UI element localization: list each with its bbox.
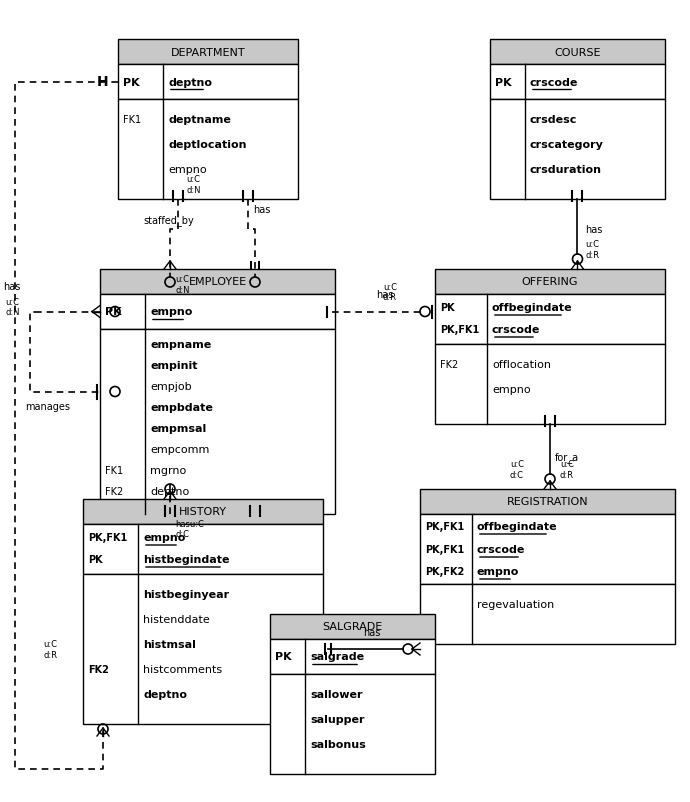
Text: u:C
d:N: u:C d:N (186, 175, 201, 194)
Text: hasu:C
d:C: hasu:C d:C (175, 520, 204, 539)
Text: histenddate: histenddate (143, 614, 210, 624)
Bar (118, 100, 298, 200)
Text: PK: PK (495, 78, 511, 87)
Text: empname: empname (150, 339, 211, 350)
Text: histbeginyear: histbeginyear (143, 589, 229, 599)
Text: FK2: FK2 (88, 664, 109, 674)
Text: PK: PK (123, 78, 139, 87)
Text: empno: empno (492, 384, 531, 395)
Text: salbonus: salbonus (310, 739, 366, 749)
Text: staffed_by: staffed_by (143, 215, 194, 225)
Text: empjob: empjob (150, 382, 192, 391)
Text: u:C
d:R: u:C d:R (586, 240, 600, 259)
Text: has: has (586, 225, 603, 235)
Text: empno: empno (477, 566, 520, 577)
Text: manages: manages (25, 402, 70, 412)
Bar (490, 100, 665, 200)
Bar (270, 614, 435, 639)
Text: OFFERING: OFFERING (522, 277, 578, 287)
Text: PK,FK2: PK,FK2 (425, 566, 464, 577)
Bar (270, 639, 435, 674)
Text: has: has (253, 205, 270, 215)
Bar (83, 525, 323, 574)
Text: sallower: sallower (310, 689, 362, 699)
Text: REGISTRATION: REGISTRATION (506, 497, 589, 507)
Text: deptno: deptno (150, 486, 189, 496)
Text: COURSE: COURSE (554, 47, 601, 58)
Bar (270, 674, 435, 774)
Text: empinit: empinit (150, 361, 197, 371)
Text: has: has (376, 290, 394, 300)
Text: PK,FK1: PK,FK1 (440, 325, 480, 334)
Text: offbegindate: offbegindate (477, 521, 558, 532)
Text: empno: empno (143, 533, 186, 542)
Text: empcomm: empcomm (150, 444, 209, 455)
Bar (435, 345, 665, 424)
Bar (420, 514, 675, 585)
Text: empno: empno (168, 164, 206, 175)
Text: FK1: FK1 (123, 115, 141, 125)
Text: salupper: salupper (310, 714, 364, 724)
Text: H: H (97, 75, 108, 89)
Bar (100, 294, 335, 330)
Text: HISTORY: HISTORY (179, 507, 227, 516)
Text: PK: PK (440, 302, 455, 313)
Text: has: has (363, 627, 380, 638)
Text: crscode: crscode (530, 78, 578, 87)
Text: empmsal: empmsal (150, 423, 206, 433)
Bar (118, 65, 298, 100)
Text: empno: empno (150, 307, 193, 317)
Text: regevaluation: regevaluation (477, 599, 554, 610)
Text: has: has (3, 282, 21, 292)
Text: u:C
d:R: u:C d:R (43, 639, 57, 659)
Text: PK: PK (105, 307, 121, 317)
Text: FK2: FK2 (105, 486, 124, 496)
Text: deptno: deptno (143, 689, 187, 699)
Text: crscategory: crscategory (530, 140, 604, 150)
Text: empbdate: empbdate (150, 403, 213, 412)
Text: histbegindate: histbegindate (143, 554, 230, 565)
Text: PK: PK (88, 554, 103, 565)
Text: PK,FK1: PK,FK1 (88, 533, 127, 542)
Text: crsdesc: crsdesc (530, 115, 578, 125)
Bar (435, 269, 665, 294)
Bar (490, 65, 665, 100)
Text: crsduration: crsduration (530, 164, 602, 175)
Bar (435, 294, 665, 345)
Bar (420, 489, 675, 514)
Text: mgrno: mgrno (150, 465, 186, 476)
Text: deptlocation: deptlocation (168, 140, 246, 150)
Text: u:C
d:N: u:C d:N (175, 275, 190, 294)
Text: u:C
d:C: u:C d:C (510, 460, 524, 479)
Text: offbegindate: offbegindate (492, 302, 573, 313)
Bar (83, 500, 323, 525)
Text: DEPARTMENT: DEPARTMENT (170, 47, 246, 58)
Text: PK: PK (275, 652, 292, 662)
Text: u:C
d:R: u:C d:R (383, 283, 397, 302)
Bar (490, 40, 665, 65)
Text: salgrade: salgrade (310, 652, 364, 662)
Text: histcomments: histcomments (143, 664, 222, 674)
Text: crscode: crscode (477, 545, 525, 554)
Text: crscode: crscode (492, 325, 540, 334)
Text: for_a: for_a (555, 452, 579, 463)
Bar (118, 40, 298, 65)
Text: SALGRADE: SALGRADE (322, 622, 383, 632)
Text: FK2: FK2 (440, 359, 458, 370)
Bar (100, 269, 335, 294)
Text: u:C
d:R: u:C d:R (560, 460, 574, 479)
Text: deptname: deptname (168, 115, 231, 125)
Text: PK,FK1: PK,FK1 (425, 521, 464, 532)
Bar (420, 585, 675, 644)
Text: offlocation: offlocation (492, 359, 551, 370)
Text: u:C
d:N: u:C d:N (5, 298, 19, 317)
Text: PK,FK1: PK,FK1 (425, 545, 464, 554)
Text: EMPLOYEE: EMPLOYEE (188, 277, 246, 287)
Text: deptno: deptno (168, 78, 212, 87)
Bar (100, 330, 335, 514)
Text: histmsal: histmsal (143, 639, 196, 649)
Bar (83, 574, 323, 724)
Text: FK1: FK1 (105, 465, 123, 476)
